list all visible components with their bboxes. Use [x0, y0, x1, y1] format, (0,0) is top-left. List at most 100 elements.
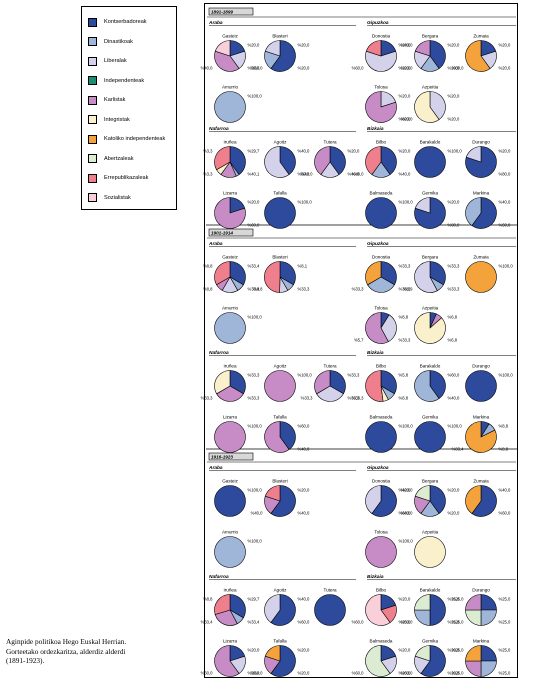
pie-value-label: %20,0 [248, 648, 261, 653]
pie-value-label: %40,0 [401, 43, 414, 48]
legend-label: Independenteak [104, 77, 145, 84]
pie-slice [214, 536, 246, 568]
pie-chart [214, 146, 246, 178]
pie-slice [214, 261, 231, 286]
legend-swatch [88, 173, 97, 183]
pie-slice [414, 146, 446, 178]
pie-value-label: %40,0 [448, 396, 461, 401]
pie-slice [429, 370, 446, 399]
pie-name: Tutera [323, 140, 337, 145]
pie-chart [314, 370, 346, 402]
pie-name: Zumaia [473, 34, 489, 39]
pie-value-label: %8,8 [253, 287, 263, 292]
pie-slice [264, 40, 281, 57]
pie-value-label: %40,0 [301, 172, 314, 177]
pie-value-label: %100,0 [298, 200, 313, 205]
pie-value-label: %20,0 [399, 66, 412, 71]
pie-value-label: %60,0 [251, 66, 264, 71]
pie-value-label: %20,0 [248, 200, 261, 205]
pie-value-label: %100,0 [448, 149, 463, 154]
pie-value-label: %20,0 [448, 488, 461, 493]
region-title: Bizkaia [367, 126, 384, 132]
pie-slice [365, 645, 391, 677]
pie-name: Lizarra [223, 191, 237, 196]
pie-value-label: %80,0 [448, 223, 461, 228]
legend-label: Kontserbadoreak [104, 19, 147, 25]
pie-value-label: %40,0 [298, 511, 311, 516]
pie-name: Tolosa [374, 306, 388, 311]
pie-chart [264, 421, 296, 453]
caption-line-1: Aginpide politikoa Hego Euskal Herrian. [6, 637, 127, 646]
pie-slice [414, 594, 431, 611]
pie-name: Blasteri [272, 255, 287, 260]
pie-name: Balmaseda [370, 415, 393, 420]
pie-value-label: %20,0 [448, 200, 461, 205]
pie-name: Zumaia [473, 479, 489, 484]
pie-chart [414, 536, 446, 568]
pie-slice [329, 146, 346, 175]
pie-value-label: %100,0 [248, 539, 263, 544]
pie-value-label: %6,8 [448, 315, 458, 320]
pie-slice [471, 197, 497, 229]
pie-slice [229, 146, 246, 176]
region-title: Gipuzkoa [367, 465, 389, 471]
pie-chart [414, 146, 446, 178]
pie-name: Markina [473, 191, 490, 196]
pie-value-label: %8,8 [399, 396, 409, 401]
pie-name: Bergara [422, 255, 439, 260]
pie-slice [465, 594, 482, 611]
pie-name: Gasteiz [222, 255, 238, 260]
pie-chart [264, 594, 296, 626]
pie-value-label: %60,0 [452, 66, 465, 71]
pie-slice [465, 485, 482, 514]
pie-slice [365, 421, 397, 453]
pie-value-label: %33,4 [248, 287, 261, 292]
pie-value-label: %33,3 [399, 338, 412, 343]
pie-slice [465, 146, 482, 163]
pie-value-label: %20,0 [448, 671, 461, 676]
pie-slice [471, 485, 497, 517]
pie-slice [264, 370, 296, 402]
pie-value-label: %40,0 [298, 597, 311, 602]
pie-value-label: %33,3 [448, 287, 461, 292]
pie-name: Gernika [422, 191, 439, 196]
pie-slice [214, 645, 240, 677]
caption-line-2: Gorteetako ordezkaritza, alderdiz alderd… [6, 646, 126, 656]
pie-value-label: %60,0 [251, 671, 264, 676]
pie-name: Azpeitia [422, 85, 439, 90]
pie-value-label: %25,0 [448, 620, 461, 625]
pie-slice [279, 146, 296, 175]
legend-label: Sozialistak [104, 194, 131, 201]
pie-name: Durango [472, 364, 490, 369]
legend-label: Katoliko independenteak [104, 136, 166, 142]
pie-name: Blasteri [272, 34, 287, 39]
pie-chart [465, 370, 497, 402]
pie-slice [214, 485, 246, 517]
pie-value-label: %40,0 [499, 200, 512, 205]
pie-value-label: %60,0 [298, 620, 311, 625]
legend-item: Independenteak [88, 76, 144, 86]
pie-value-label: %80,0 [499, 172, 512, 177]
pie-chart [214, 312, 246, 344]
pie-chart [264, 645, 296, 677]
pie-slice [414, 91, 440, 123]
pie-value-label: %40,0 [352, 172, 365, 177]
pie-value-label: %25,0 [499, 648, 512, 653]
pie-slice [270, 594, 296, 626]
pie-chart [214, 594, 246, 626]
pie-slice [429, 91, 446, 120]
pie-name: Donostia [372, 479, 391, 484]
pie-value-label: %25,0 [452, 620, 465, 625]
region-title: Bizkaia [367, 350, 384, 356]
pie-slice [214, 146, 231, 171]
pie-slice [264, 485, 281, 502]
pie-slice [480, 645, 497, 662]
pie-name: Donostia [372, 34, 391, 39]
pie-slice [365, 146, 382, 175]
pie-slice [270, 40, 296, 72]
legend-swatch [88, 134, 97, 144]
pie-value-label: %8,1 [298, 264, 308, 269]
pie-value-label: %40,0 [298, 149, 311, 154]
pie-value-label: %100,0 [248, 488, 263, 493]
pie-name: Tafalla [273, 191, 287, 196]
